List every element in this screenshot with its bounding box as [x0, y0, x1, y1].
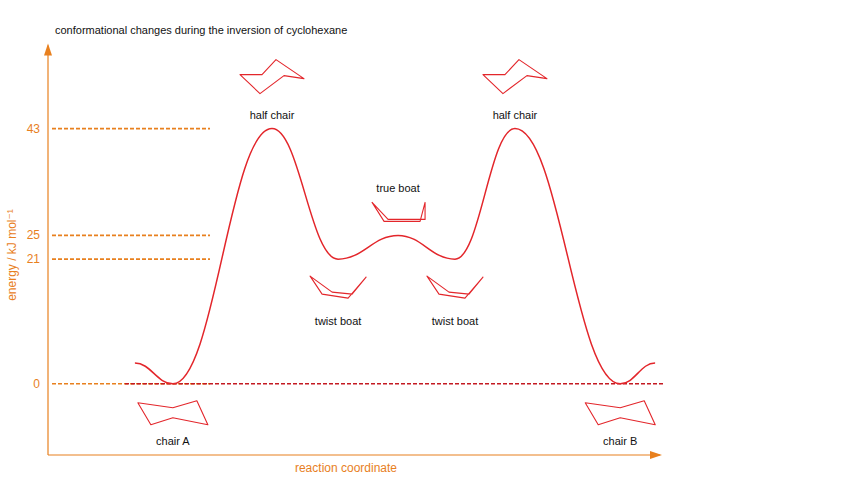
tick-line — [52, 128, 210, 130]
conformer-label: half chair — [493, 109, 538, 121]
chart-root: conformational changes during the invers… — [0, 0, 862, 478]
baseline — [125, 383, 665, 385]
conformer-icon — [372, 202, 425, 221]
chart-title: conformational changes during the invers… — [55, 24, 347, 36]
x-axis-label: reaction coordinate — [295, 461, 397, 475]
x-axis-arrow — [650, 451, 662, 459]
conformer-label: twist boat — [315, 315, 361, 327]
y-axis-label: energy / kJ mol⁻¹ — [5, 209, 19, 301]
tick-line — [52, 235, 210, 237]
plot-area — [135, 129, 655, 384]
energy-curve — [135, 129, 655, 384]
y-axis — [47, 46, 48, 456]
conformer-icon — [138, 401, 208, 425]
y-axis-arrow — [44, 44, 52, 56]
tick-line — [52, 258, 210, 260]
conformer-label: chair A — [156, 435, 190, 447]
conformer-icon — [310, 276, 366, 298]
conformer-label: chair B — [603, 435, 637, 447]
conformer-icon — [585, 401, 655, 425]
conformer-label: true boat — [376, 182, 419, 194]
conformer-icon — [427, 276, 483, 298]
conformer-icon — [240, 60, 304, 94]
tick-label: 43 — [27, 122, 41, 136]
tick-label: 25 — [27, 228, 41, 242]
chart-svg: conformational changes during the invers… — [0, 0, 862, 478]
tick-label: 0 — [33, 377, 40, 391]
conformer-icon — [483, 60, 547, 94]
conformer-label: half chair — [250, 109, 295, 121]
tick-label: 21 — [27, 252, 41, 266]
conformer-label: twist boat — [432, 315, 478, 327]
x-axis — [48, 454, 660, 455]
